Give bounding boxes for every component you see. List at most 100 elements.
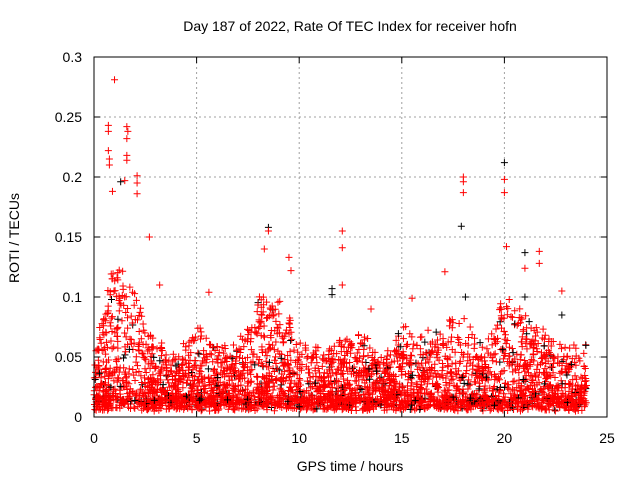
data-point [120,354,128,362]
data-point [460,400,468,408]
data-point [501,393,509,401]
data-point [142,368,150,376]
data-point [302,363,310,371]
data-point [166,383,174,391]
data-point [424,373,432,381]
data-point [328,291,336,299]
data-point [408,352,416,360]
data-point [205,394,213,402]
data-point [140,353,148,361]
data-point [285,253,293,261]
data-point [144,344,152,352]
data-point [548,386,556,394]
data-point [191,376,199,384]
data-point [537,385,545,393]
data-point [121,343,129,351]
data-point [187,387,195,395]
data-point [169,357,177,365]
data-point [465,376,473,384]
data-point [558,384,566,392]
data-point [176,367,184,375]
data-point [137,372,145,380]
data-point [379,359,387,367]
data-point [112,356,120,364]
y-tick-label: 0.15 [55,229,82,245]
data-point [132,296,140,304]
y-tick-label: 0.1 [63,289,83,305]
data-point [423,380,431,388]
data-point [326,397,334,405]
data-point [436,330,444,338]
data-point [338,281,346,289]
data-point [139,320,147,328]
data-point [363,402,371,410]
x-tick-label: 15 [394,430,410,446]
data-point [453,371,461,379]
data-point [115,368,123,376]
data-point [219,371,227,379]
data-point [358,376,366,384]
data-point [317,402,325,410]
data-point [136,387,144,395]
data-point [527,397,535,405]
data-point [102,338,110,346]
data-point [413,341,421,349]
data-point [556,340,564,348]
data-point [204,375,212,383]
data-point [128,319,136,327]
data-point [100,331,108,339]
data-point [471,334,479,342]
data-point [424,326,432,334]
data-point [202,334,210,342]
data-point [216,378,224,386]
data-point [246,402,254,410]
x-tick-label: 10 [291,430,307,446]
data-point [388,358,396,366]
data-point [135,368,143,376]
data-point [157,344,165,352]
data-point [223,364,231,372]
data-point [340,402,348,410]
data-point [124,305,132,313]
data-point [125,365,133,373]
data-point [216,390,224,398]
data-point [204,365,212,373]
data-point [503,311,511,319]
data-point [241,358,249,366]
data-point [169,394,177,402]
data-point [458,373,466,381]
data-point [311,364,319,372]
data-point [169,350,177,358]
data-point [431,360,439,368]
data-point [320,382,328,390]
data-point [571,390,579,398]
data-point [538,334,546,342]
data-point [185,363,193,371]
data-point [274,298,282,306]
data-point [383,406,391,414]
data-point [276,384,284,392]
data-points [90,76,590,415]
data-point [290,391,298,399]
data-point [225,376,233,384]
data-point [107,322,115,330]
data-point [272,402,280,410]
data-point [510,391,518,399]
data-point [108,313,116,321]
data-point [254,301,262,309]
data-point [465,382,473,390]
data-point [164,392,172,400]
data-point [126,385,134,393]
data-point [346,392,354,400]
data-point [421,368,429,376]
data-point [263,382,271,390]
data-point [357,369,365,377]
data-point [434,346,442,354]
data-point [521,249,529,257]
data-point [380,399,388,407]
data-point [254,398,262,406]
data-point [156,357,164,365]
data-point [120,399,128,407]
data-point [410,340,418,348]
data-point [309,372,317,380]
